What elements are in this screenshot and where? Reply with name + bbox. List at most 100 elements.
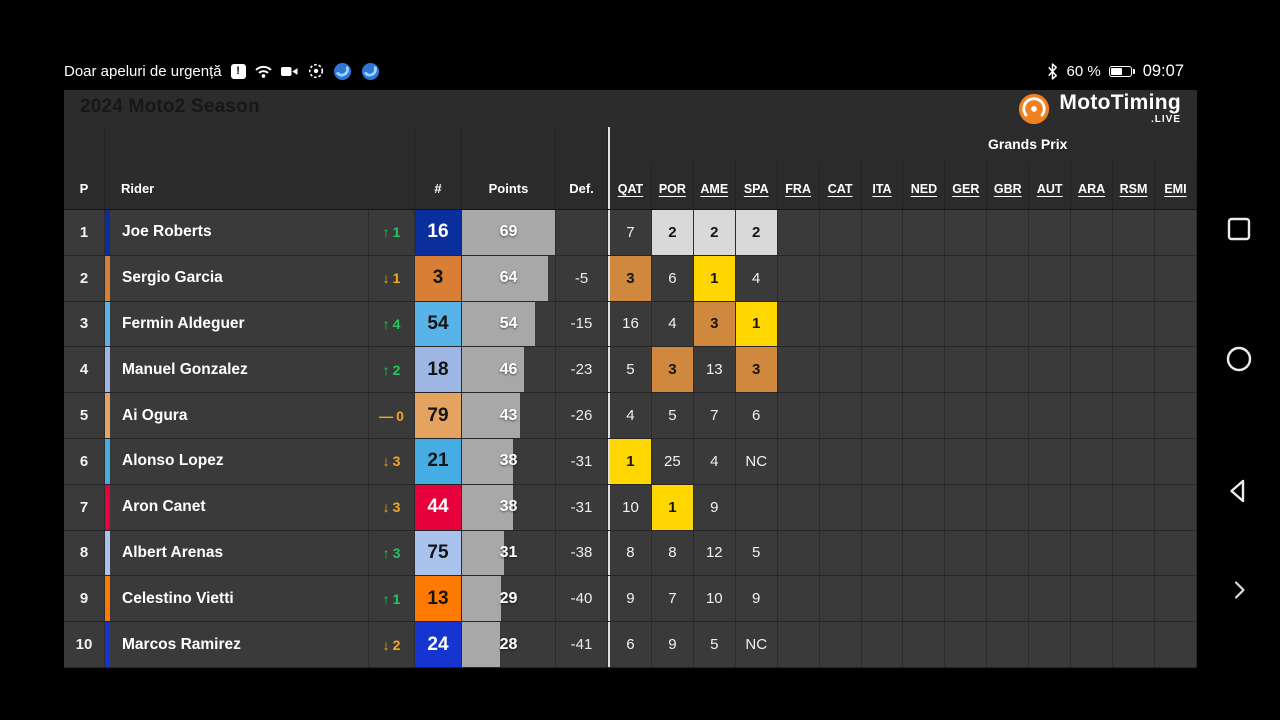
race-result-cell <box>778 484 820 530</box>
race-result-cell <box>820 484 862 530</box>
race-result-cell <box>945 301 988 347</box>
rider-number-badge: 44 <box>415 484 462 530</box>
team-color-stripe <box>105 484 110 530</box>
position-cell: 9 <box>64 576 105 622</box>
table-row[interactable]: 8 Albert Arenas ↑ 3 75 31 -38 8 8 12 5 <box>64 530 1197 577</box>
race-header-gbr[interactable]: GBR <box>987 161 1030 209</box>
col-header-rider: Rider <box>105 127 415 209</box>
race-result-cell: 4 <box>652 301 694 347</box>
race-result-cell <box>945 576 988 622</box>
race-result-cell: 8 <box>652 530 694 576</box>
table-row[interactable]: 7 Aron Canet ↓ 3 44 38 -31 10 1 9 <box>64 484 1197 531</box>
recents-button[interactable] <box>1225 215 1253 243</box>
col-header-position: P <box>64 127 105 209</box>
rider-number-badge: 79 <box>415 393 462 438</box>
race-results: 16 4 3 1 <box>608 301 1197 347</box>
race-result-cell <box>1071 438 1114 484</box>
race-result-cell <box>945 347 988 393</box>
race-result-cell: 6 <box>736 393 778 438</box>
move-value: 3 <box>392 544 401 561</box>
race-result-cell <box>1071 576 1114 622</box>
race-result-cell <box>778 255 820 301</box>
race-header-rsm[interactable]: RSM <box>1113 161 1155 209</box>
race-result-cell <box>1029 393 1072 438</box>
rider-cell: Aron Canet ↓ 3 <box>105 484 415 530</box>
race-result-cell <box>1071 530 1114 576</box>
race-header-ita[interactable]: ITA <box>862 161 904 209</box>
race-result-cell <box>987 210 1030 255</box>
race-header-por[interactable]: POR <box>652 161 694 209</box>
move-value: 4 <box>392 315 401 332</box>
race-result-cell: 8 <box>610 530 652 576</box>
race-result-cell <box>1155 255 1197 301</box>
race-header-ger[interactable]: GER <box>945 161 988 209</box>
screen-record-icon <box>308 63 324 79</box>
expand-chevron-icon[interactable] <box>1227 578 1251 602</box>
position-cell: 8 <box>64 530 105 576</box>
back-button[interactable] <box>1225 477 1253 505</box>
race-header-emi[interactable]: EMI <box>1155 161 1197 209</box>
standings-table: P Rider # Points Def. Grands Prix QAT PO… <box>64 127 1197 668</box>
race-result-cell <box>1029 530 1072 576</box>
race-result-cell <box>945 255 988 301</box>
race-results: 9 7 10 9 <box>608 576 1197 622</box>
race-result-cell <box>1113 484 1155 530</box>
race-column-headers: QAT POR AME SPA FRA CAT ITA NED GER GBR … <box>610 161 1197 209</box>
table-row[interactable]: 6 Alonso Lopez ↓ 3 21 38 -31 1 25 4 NC <box>64 438 1197 485</box>
table-row[interactable]: 5 Ai Ogura — 0 79 43 -26 4 5 7 6 <box>64 393 1197 439</box>
table-row[interactable]: 4 Manuel Gonzalez ↑ 2 18 46 -23 5 3 13 3 <box>64 347 1197 394</box>
race-results: 10 1 9 <box>608 484 1197 530</box>
home-button[interactable] <box>1225 345 1253 373</box>
race-result-cell <box>1029 484 1072 530</box>
race-result-cell <box>778 530 820 576</box>
position-cell: 2 <box>64 255 105 301</box>
table-row[interactable]: 9 Celestino Vietti ↑ 1 13 29 -40 9 7 10 … <box>64 576 1197 623</box>
race-result-cell <box>1029 255 1072 301</box>
grands-prix-label: Grands Prix <box>988 136 1068 152</box>
race-result-cell <box>862 484 904 530</box>
race-result-cell <box>987 576 1030 622</box>
position-cell: 6 <box>64 438 105 484</box>
race-result-cell: 10 <box>610 484 652 530</box>
move-arrow-icon: ↓ <box>382 453 390 470</box>
race-result-cell: 5 <box>694 622 736 667</box>
deficit-cell: -41 <box>556 622 608 667</box>
race-result-cell <box>820 393 862 438</box>
race-header-ara[interactable]: ARA <box>1071 161 1114 209</box>
race-result-cell <box>903 255 946 301</box>
race-header-ame[interactable]: AME <box>694 161 736 209</box>
race-result-cell <box>1029 622 1072 667</box>
race-result-cell <box>820 301 862 347</box>
position-change: ↑ 1 <box>368 576 414 622</box>
race-result-cell <box>903 347 946 393</box>
race-header-fra[interactable]: FRA <box>778 161 820 209</box>
race-result-cell <box>1071 347 1114 393</box>
race-header-spa[interactable]: SPA <box>736 161 778 209</box>
table-row[interactable]: 10 Marcos Ramirez ↓ 2 24 28 -41 6 9 5 NC <box>64 622 1197 668</box>
table-row[interactable]: 3 Fermin Aldeguer ↑ 4 54 54 -15 16 4 3 1 <box>64 301 1197 348</box>
race-header-ned[interactable]: NED <box>903 161 946 209</box>
move-value: 1 <box>392 270 401 287</box>
race-result-cell <box>1113 438 1155 484</box>
table-row[interactable]: 1 Joe Roberts ↑ 1 16 69 7 2 2 2 <box>64 210 1197 256</box>
race-result-cell: 5 <box>610 347 652 393</box>
table-row[interactable]: 2 Sergio Garcia ↓ 1 3 64 -5 3 6 1 4 <box>64 255 1197 302</box>
race-result-cell: 6 <box>652 255 694 301</box>
race-result-cell <box>1113 255 1155 301</box>
race-result-cell <box>1071 484 1114 530</box>
race-result-cell: 7 <box>652 576 694 622</box>
race-header-cat[interactable]: CAT <box>820 161 862 209</box>
race-result-cell: 4 <box>736 255 778 301</box>
race-result-cell <box>1113 301 1155 347</box>
race-result-cell: 7 <box>610 210 652 255</box>
race-header-aut[interactable]: AUT <box>1029 161 1072 209</box>
rider-name: Fermin Aldeguer <box>122 314 245 332</box>
race-result-cell <box>1029 347 1072 393</box>
race-result-cell <box>1071 622 1114 667</box>
points-bar <box>462 393 520 438</box>
race-result-cell: 1 <box>735 301 778 347</box>
race-header-qat[interactable]: QAT <box>610 161 652 209</box>
race-result-cell <box>862 347 904 393</box>
race-result-cell <box>1029 301 1072 347</box>
team-color-stripe <box>105 347 110 393</box>
